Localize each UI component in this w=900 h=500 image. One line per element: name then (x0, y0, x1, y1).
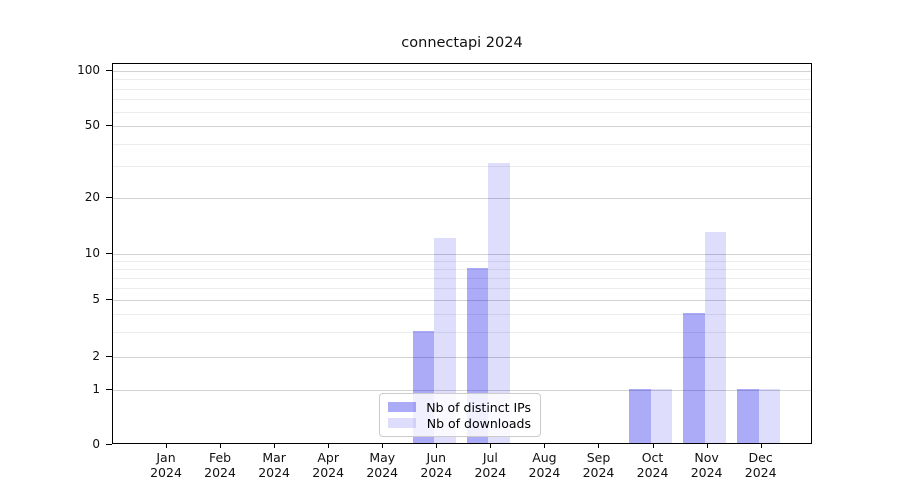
chart-title: connectapi 2024 (401, 35, 523, 51)
bar-downloads-jul (488, 162, 510, 443)
y-tick-mark-1 (106, 389, 112, 391)
legend-item-distinct-ips: Nb of distinct IPs (388, 399, 531, 415)
gridline-minor-8 (113, 268, 811, 270)
x-tick-label-apr: Apr 2024 (312, 450, 345, 480)
gridline-minor-7 (113, 277, 811, 279)
x-tick-mark-jun (436, 444, 438, 448)
legend-label-downloads: Nb of downloads (426, 415, 531, 431)
x-tick-mark-mar (274, 444, 276, 448)
x-tick-mark-dec (760, 444, 762, 448)
gridline-major-20 (113, 197, 811, 199)
bar-downloads-dec (758, 389, 781, 443)
gridline-minor-9 (113, 260, 811, 262)
x-tick-label-dec: Dec 2024 (744, 450, 777, 480)
y-tick-mark-2 (106, 356, 112, 357)
x-tick-label-jun: Jun 2024 (420, 450, 453, 480)
gridline-minor-80 (113, 88, 811, 90)
y-tick-label-100: 100 (77, 63, 100, 77)
gridline-minor-70 (113, 99, 811, 101)
x-tick-label-feb: Feb 2024 (204, 450, 236, 480)
y-tick-mark-0 (106, 444, 112, 445)
x-tick-label-jan: Jan 2024 (150, 450, 182, 480)
x-tick-label-may: May 2024 (366, 450, 399, 480)
x-tick-label-nov: Nov 2024 (690, 450, 723, 480)
y-tick-mark-100 (106, 70, 112, 71)
x-tick-mark-aug (544, 444, 546, 448)
x-tick-label-jul: Jul 2024 (474, 450, 507, 480)
gridline-minor-60 (113, 111, 811, 113)
gridline-major-2 (113, 357, 811, 358)
x-tick-mark-jul (490, 444, 492, 448)
bar-distinct-ips-oct (629, 389, 651, 443)
y-tick-mark-5 (106, 299, 112, 301)
gridline-major-10 (113, 253, 811, 255)
y-tick-label-1: 1 (92, 382, 100, 397)
bar-distinct-ips-nov (683, 313, 705, 443)
gridline-minor-30 (113, 166, 811, 168)
y-tick-label-50: 50 (84, 118, 100, 133)
gridline-major-100 (113, 71, 811, 72)
gridline-minor-40 (113, 143, 811, 145)
x-tick-label-oct: Oct 2024 (636, 450, 669, 480)
y-tick-mark-10 (106, 252, 112, 254)
y-tick-label-20: 20 (84, 189, 100, 204)
bar-downloads-oct (650, 389, 673, 443)
plot-area (112, 63, 812, 444)
gridline-minor-3 (113, 331, 811, 333)
y-tick-label-5: 5 (92, 292, 100, 307)
gridline-minor-6 (113, 288, 811, 290)
x-tick-label-mar: Mar 2024 (258, 450, 291, 480)
distinct-ips-swatch-icon (388, 402, 416, 412)
bar-downloads-nov (704, 231, 727, 443)
gridline-minor-4 (113, 314, 811, 316)
gridline-minor-90 (113, 79, 811, 81)
legend-label-distinct-ips: Nb of distinct IPs (426, 399, 531, 415)
legend-box: Nb of distinct IPs Nb of downloads (379, 393, 541, 437)
y-tick-mark-20 (106, 196, 112, 198)
y-tick-label-0: 0 (92, 437, 100, 451)
x-tick-mark-nov (706, 444, 708, 448)
bar-downloads-jun (434, 237, 456, 443)
x-tick-mark-sep (598, 444, 600, 448)
x-tick-mark-feb (220, 444, 222, 448)
downloads-swatch-icon (388, 418, 416, 428)
y-tick-label-10: 10 (84, 245, 100, 260)
y-tick-mark-50 (106, 125, 112, 127)
x-tick-mark-oct (652, 444, 654, 448)
x-tick-mark-jan (166, 444, 167, 448)
gridline-major-50 (113, 126, 811, 128)
x-tick-mark-apr (328, 444, 330, 448)
gridline-major-1 (113, 390, 811, 392)
x-tick-mark-may (382, 444, 384, 448)
y-tick-label-2: 2 (92, 349, 100, 363)
bar-distinct-ips-dec (737, 389, 759, 443)
x-tick-label-aug: Aug 2024 (528, 450, 561, 480)
gridline-major-5 (113, 300, 811, 302)
x-tick-label-sep: Sep 2024 (582, 450, 615, 480)
legend-item-downloads: Nb of downloads (388, 415, 531, 431)
